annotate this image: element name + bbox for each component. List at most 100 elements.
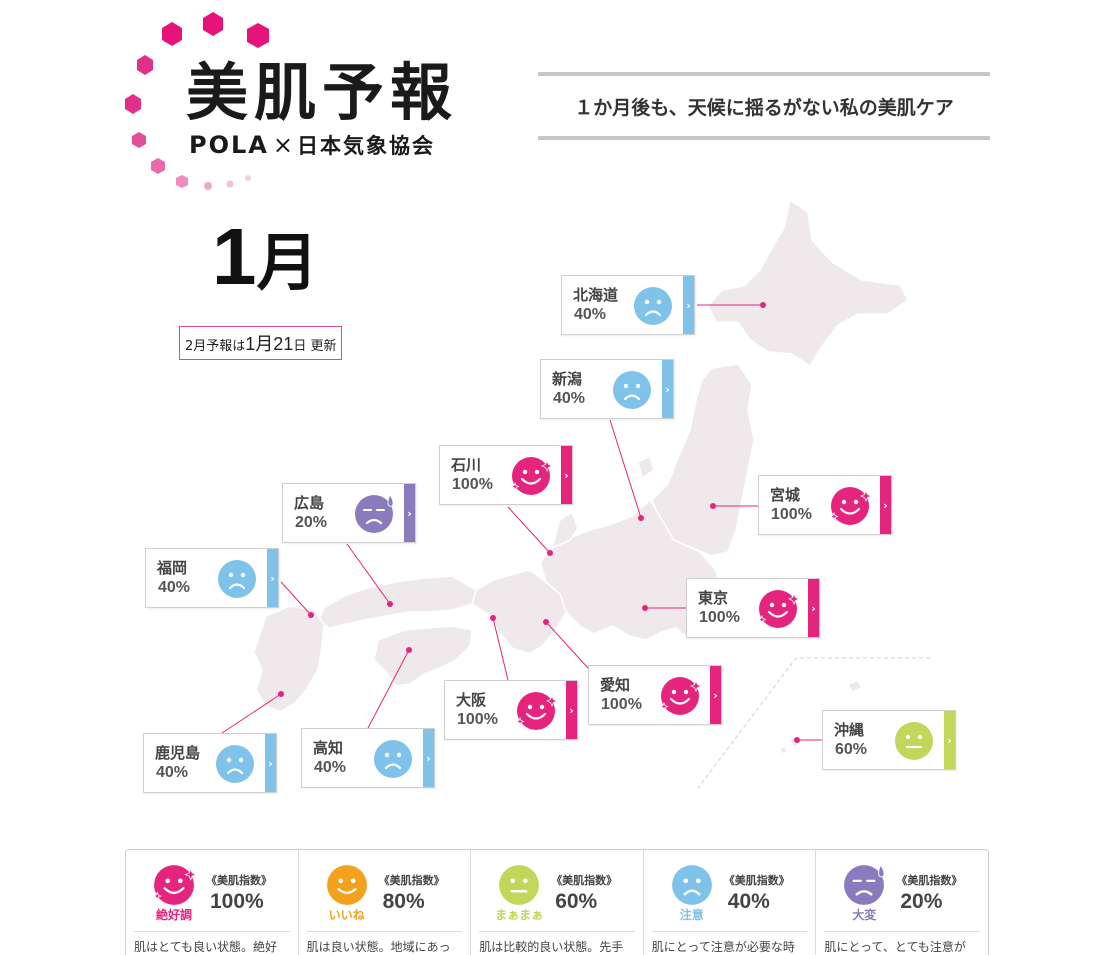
region-card-kochi[interactable]: 高知 40% › [301, 728, 435, 788]
legend-item-severe: 大変 《美肌指数》 20% 肌にとって、とても注意が [816, 850, 988, 955]
chevron-right-icon[interactable]: › [265, 734, 276, 792]
chevron-right-icon[interactable]: › [944, 711, 955, 769]
logo-subtitle: POLA × 日本気象協会 [189, 130, 435, 161]
region-percent: 40% [553, 390, 586, 407]
chevron-right-icon[interactable]: › [808, 579, 819, 637]
logo-title: 美肌予報 [186, 56, 459, 129]
marker-okinawa [794, 737, 800, 743]
region-card-okinawa[interactable]: 沖縄 60% › [822, 710, 956, 770]
chevron-right-icon[interactable]: › [423, 729, 434, 787]
connector-lines [221, 304, 822, 741]
region-name: 大阪 [456, 691, 487, 709]
legend-index-label: 《美肌指数》 [378, 874, 445, 887]
region-card-miyagi[interactable]: 宮城 100% › [758, 475, 892, 535]
chevron-right-icon[interactable]: › [404, 484, 415, 542]
logo-dot [137, 55, 153, 75]
sad-face-icon [670, 863, 714, 907]
map-inset-divider [697, 657, 930, 789]
chevron-right-icon[interactable]: › [267, 549, 278, 607]
sparkle-smile-face-icon [515, 690, 559, 732]
sparkle-smile-face-icon [757, 588, 801, 630]
legend-percent: 40% [727, 890, 770, 913]
region-percent: 100% [457, 711, 498, 728]
region-card-aichi[interactable]: 愛知 100% › [588, 665, 722, 725]
map-noto [550, 510, 579, 550]
region-name: 新潟 [552, 370, 583, 388]
legend-percent: 80% [382, 890, 425, 913]
sad-face-icon [216, 558, 258, 600]
region-card-hiroshima[interactable]: 広島 20% › [282, 483, 416, 543]
month-heading: 1月 [212, 212, 319, 308]
legend-percent: 100% [210, 890, 264, 913]
region-percent: 40% [156, 764, 189, 781]
chevron-right-icon[interactable]: › [662, 360, 673, 418]
legend-index-label: 《美肌指数》 [551, 874, 618, 887]
marker-hokkaido [760, 302, 766, 308]
chevron-right-icon[interactable]: › [880, 476, 891, 534]
legend-divider [824, 931, 980, 932]
logo[interactable]: 美肌予報 POLA × 日本気象協会 [120, 8, 480, 198]
marker-osaka [490, 615, 496, 621]
sparkle-smile-face-icon [510, 455, 554, 497]
region-name: 福岡 [157, 559, 188, 577]
region-name: 広島 [294, 494, 325, 512]
legend-level-name: 注意 [679, 908, 704, 922]
region-percent: 20% [295, 514, 328, 531]
connector-niigata [609, 419, 642, 519]
region-card-ishikawa[interactable]: 石川 100% › [439, 445, 573, 505]
marker-niigata [638, 515, 644, 521]
connector-fukuoka [280, 581, 312, 616]
neutral-face-icon [497, 863, 541, 907]
logo-dots-decoration [125, 12, 269, 190]
sad-face-icon [372, 738, 414, 780]
map-chugoku [317, 575, 477, 629]
next-update-suffix: 更新 [306, 339, 337, 354]
connector-hiroshima [346, 543, 391, 605]
legend-divider [651, 931, 808, 932]
region-card-kagoshima[interactable]: 鹿児島 40% › [143, 733, 277, 793]
legend-item-excellent: 絶好調 《美肌指数》 100% 肌はとても良い状態。絶好 [126, 850, 299, 955]
region-percent: 100% [699, 609, 740, 626]
chevron-right-icon[interactable]: › [566, 681, 577, 739]
next-update-date: 1月21 [245, 334, 294, 354]
region-card-niigata[interactable]: 新潟 40% › [540, 359, 674, 419]
chevron-right-icon[interactable]: › [561, 446, 572, 504]
worried-face-icon [353, 493, 395, 535]
region-card-tokyo[interactable]: 東京 100% › [686, 578, 820, 638]
legend-percent: 20% [900, 890, 943, 913]
chevron-right-icon[interactable]: › [710, 666, 721, 724]
sparkle-smile-face-icon [152, 863, 198, 907]
region-percent: 60% [835, 741, 868, 758]
sad-face-icon [611, 369, 653, 411]
legend-level-name: いいね [328, 908, 365, 922]
map-kyushu [253, 605, 325, 713]
region-percent: 100% [601, 696, 642, 713]
legend-description: 肌は良い状態。地域にあっ [306, 940, 451, 954]
region-percent: 100% [771, 506, 812, 523]
next-update-notice: 2月予報は1月21日 更新 [179, 326, 343, 360]
legend-divider [134, 931, 290, 932]
sad-face-icon [632, 285, 674, 327]
connector-aichi [545, 621, 589, 669]
region-name: 愛知 [600, 676, 631, 694]
map-kansai [471, 569, 567, 655]
legend-item-caution: 注意 《美肌指数》 40% 肌にとって注意が必要な時 [644, 850, 817, 955]
connector-osaka [492, 617, 509, 681]
chevron-right-icon[interactable]: › [683, 276, 694, 334]
logo-dot [247, 23, 269, 48]
region-card-osaka[interactable]: 大阪 100% › [444, 680, 578, 740]
map-tohoku [651, 363, 755, 557]
legend-level-name: 絶好調 [155, 908, 192, 922]
legend-level-name: まぁまぁ [495, 908, 544, 922]
logo-dot [162, 22, 182, 46]
logo-dot [203, 12, 223, 36]
legend-index-label: 《美肌指数》 [896, 874, 963, 887]
region-name: 沖縄 [834, 721, 865, 739]
region-card-fukuoka[interactable]: 福岡 40% › [145, 548, 279, 608]
logo-dot [151, 158, 165, 174]
marker-miyagi [710, 503, 716, 509]
region-card-hokkaido[interactable]: 北海道 40% › [561, 275, 695, 335]
next-update-day: 日 [293, 339, 307, 354]
legend-divider [306, 931, 463, 932]
legend-divider [479, 931, 635, 932]
